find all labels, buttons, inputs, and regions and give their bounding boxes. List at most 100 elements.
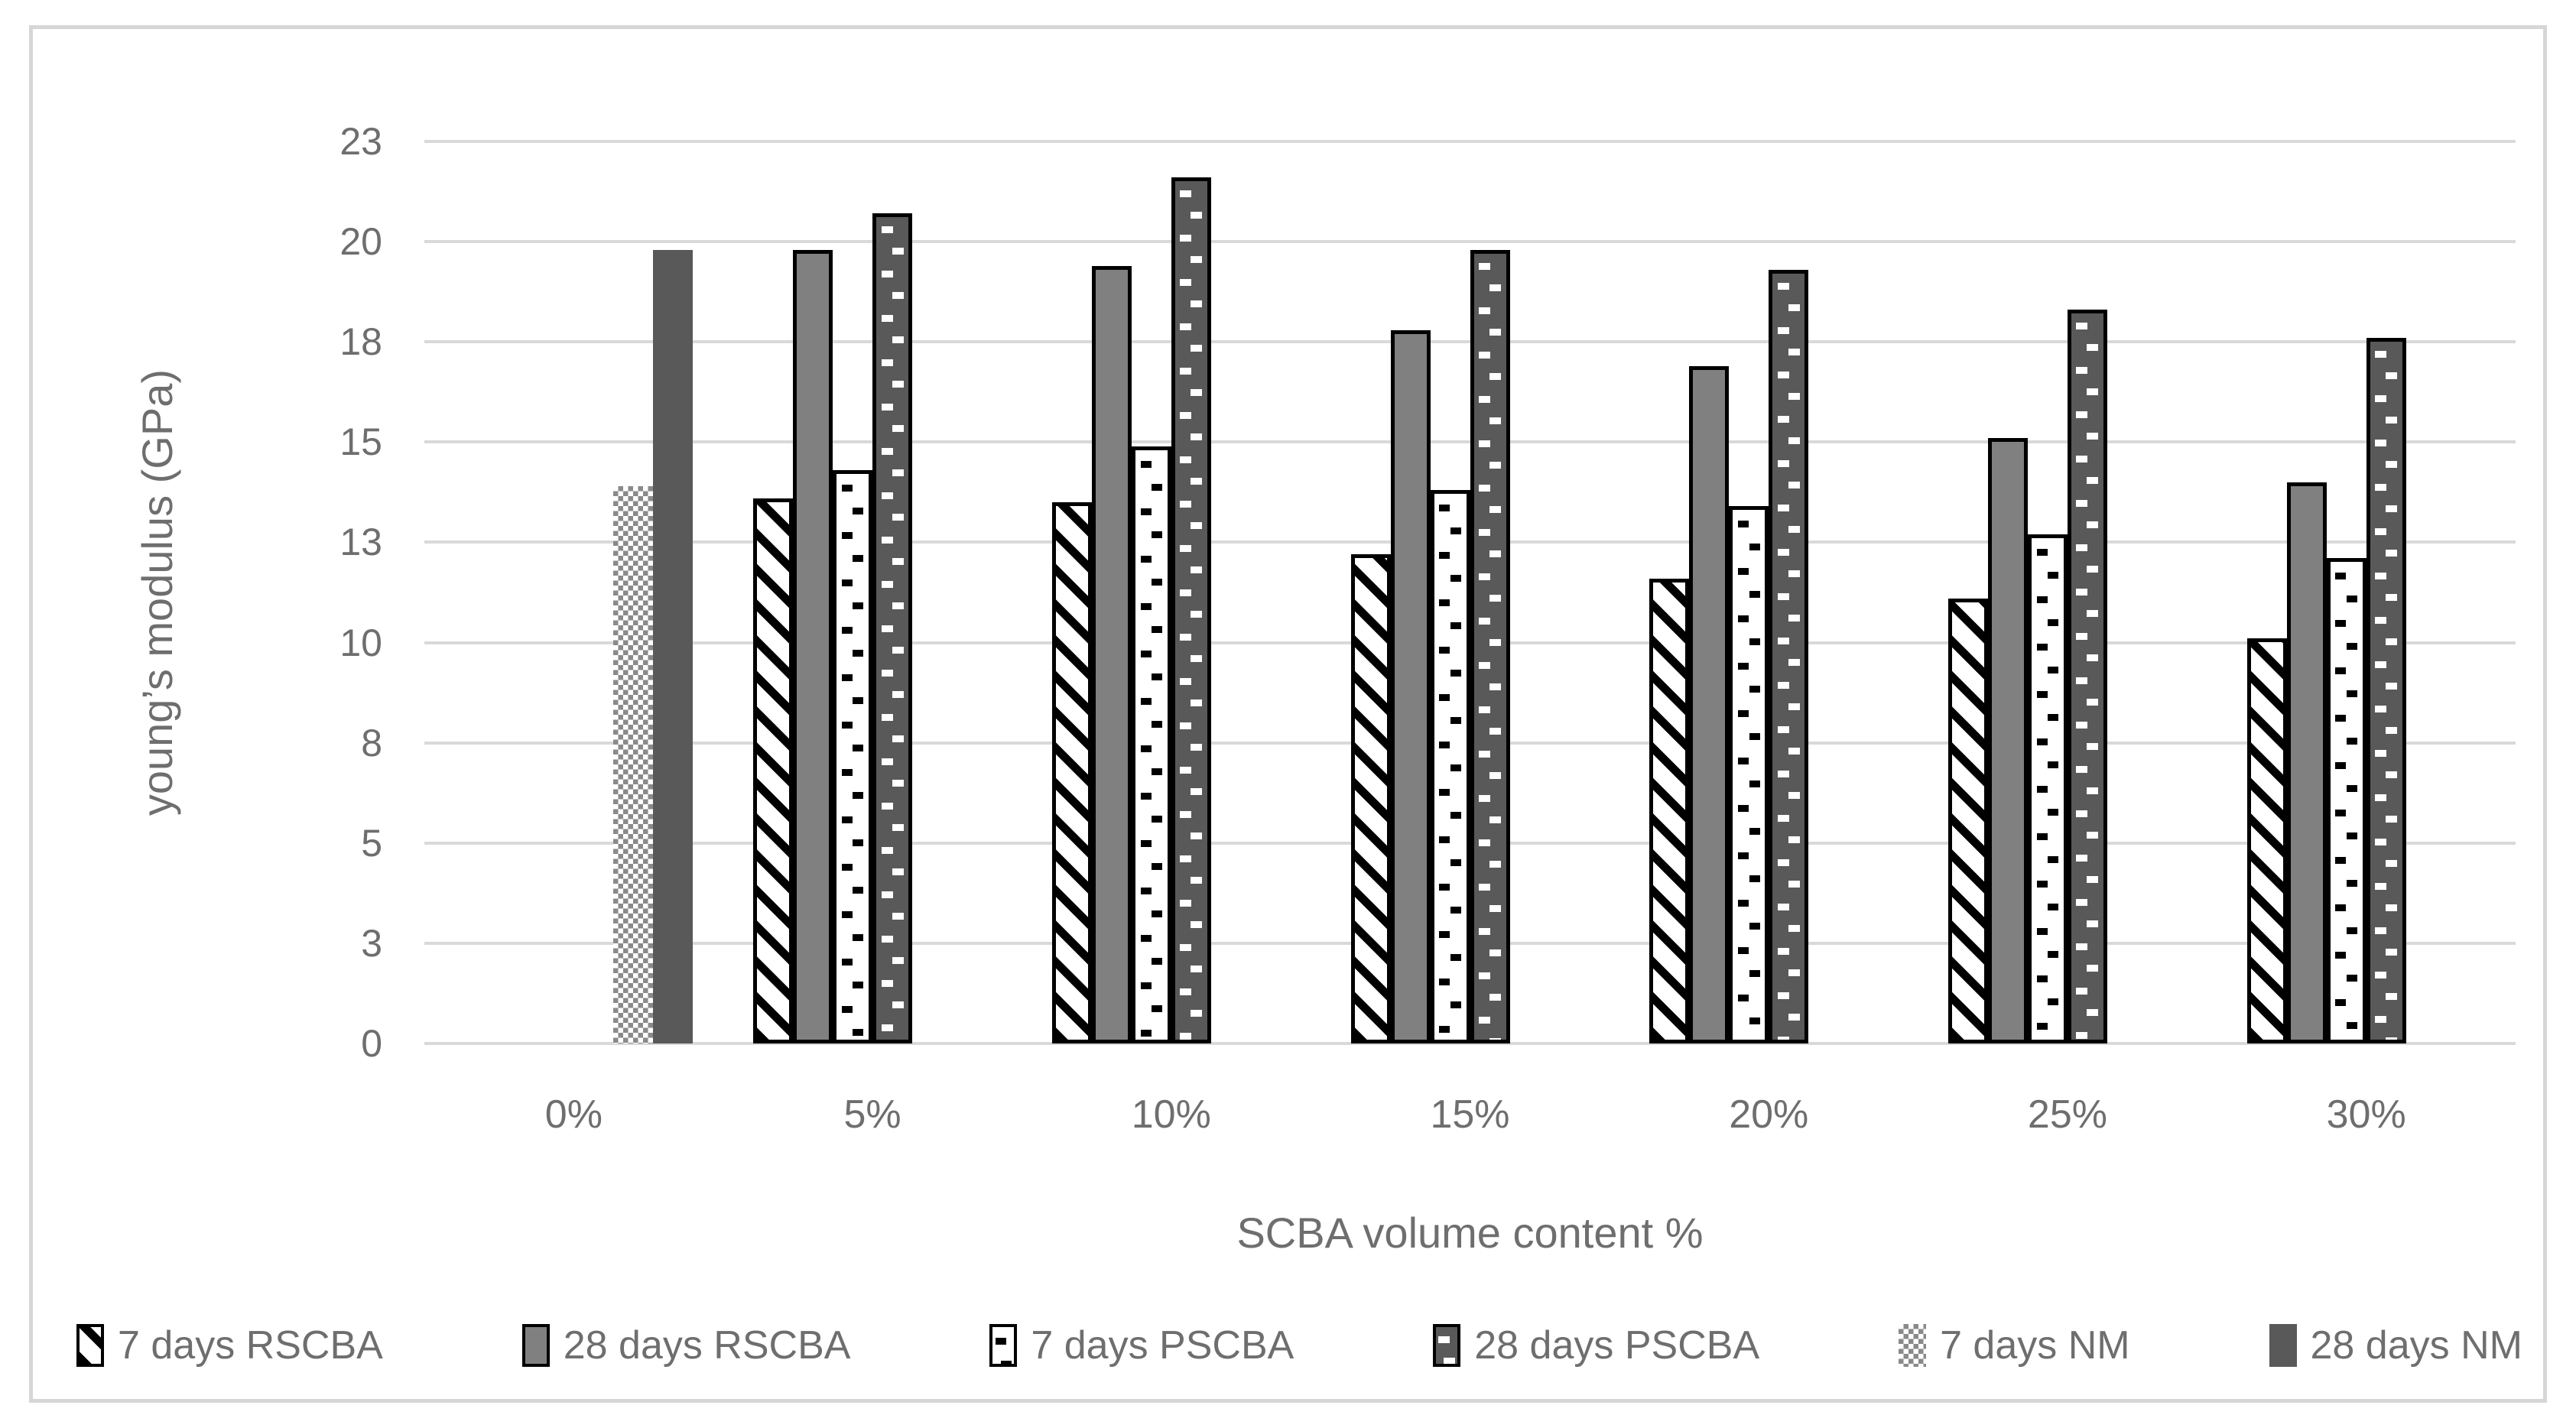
x-tick-label-0%: 0%	[544, 1092, 603, 1137]
bar-28-days-pscba-30%	[2366, 337, 2406, 1043]
bar-slot	[833, 141, 873, 1043]
y-tick-label: 15	[339, 420, 382, 464]
bar-7-days-pscba-30%	[2326, 558, 2366, 1043]
bar-slot	[1550, 141, 1590, 1043]
chart-frame	[29, 25, 2547, 1403]
bar-7-days-rscba-5%	[753, 498, 794, 1043]
bar-28-days-rscba-20%	[1689, 365, 1730, 1043]
y-tick-label: 0	[361, 1022, 382, 1065]
legend-item-28-days-rscba: 28 days RSCBA	[521, 1323, 851, 1368]
bar-7-days-rscba-25%	[1947, 598, 1988, 1043]
bar-slot	[912, 141, 952, 1043]
y-axis-title: young’s modulus (GPa)	[126, 141, 187, 1043]
gridline	[424, 340, 2516, 344]
gridline	[424, 1042, 2516, 1045]
legend-swatch-checker-icon	[1899, 1323, 1927, 1367]
gridline	[424, 140, 2516, 143]
x-axis-labels: 0% 5% 10% 15% 20% 25% 30%	[424, 1092, 2516, 1138]
y-tick-label: 10	[339, 621, 382, 664]
legend-swatch-solid-gray-icon	[521, 1323, 550, 1367]
bar-slot	[2406, 141, 2446, 1043]
x-tick-label-15%: 15%	[1430, 1092, 1510, 1137]
y-tick-label: 13	[339, 521, 382, 564]
bar-group-5%	[723, 141, 1022, 1043]
bar-slot	[1947, 141, 1988, 1043]
bar-slot	[1848, 141, 1888, 1043]
bar-28-days-pscba-5%	[872, 213, 913, 1043]
legend-item-28-days-pscba: 28 days PSCBA	[1433, 1323, 1759, 1368]
bar-7-days-pscba-10%	[1131, 446, 1171, 1043]
bar-slot	[2446, 141, 2486, 1043]
bar-slot	[1091, 141, 1132, 1043]
bar-28-days-nm-0%	[653, 249, 694, 1043]
bar-slot	[1051, 141, 1092, 1043]
bar-slot	[2366, 141, 2406, 1043]
y-tick-label: 23	[339, 120, 382, 163]
gridline	[424, 240, 2516, 244]
legend-swatch-dark-dots-icon	[1433, 1323, 1461, 1367]
bar-slot	[2326, 141, 2366, 1043]
legend-swatch-white-dots-icon	[989, 1323, 1018, 1367]
y-tick-label: 8	[361, 721, 382, 764]
bar-7-days-pscba-25%	[2027, 534, 2068, 1043]
bar-7-days-nm-0%	[613, 486, 654, 1043]
bar-slot	[1808, 141, 1848, 1043]
bar-slot	[872, 141, 913, 1043]
plot-area	[424, 140, 2516, 1045]
legend: 7 days RSCBA 28 days RSCBA 7 days PSCBA 28 …	[76, 1309, 2522, 1381]
bar-slot	[1350, 141, 1391, 1043]
bar-7-days-pscba-15%	[1430, 490, 1470, 1043]
bar-slot	[1769, 141, 1809, 1043]
y-tick-label: 18	[339, 320, 382, 364]
x-tick-label-5%: 5%	[843, 1092, 901, 1137]
bar-28-days-pscba-10%	[1171, 177, 1211, 1043]
bar-group-25%	[1918, 141, 2217, 1043]
legend-swatch-solid-dark-icon	[2269, 1323, 2297, 1367]
bar-slot	[1211, 141, 1251, 1043]
legend-label: 28 days RSCBA	[563, 1323, 851, 1368]
bar-slot	[1649, 141, 1690, 1043]
y-tick-label: 5	[361, 821, 382, 865]
bar-7-days-rscba-30%	[2246, 638, 2287, 1043]
legend-label: 7 days NM	[1940, 1323, 2130, 1368]
legend-item-28-days-nm: 28 days NM	[2269, 1323, 2522, 1368]
bar-slot	[2027, 141, 2068, 1043]
bar-28-days-pscba-20%	[1769, 269, 1809, 1043]
bar-group-10%	[1022, 141, 1320, 1043]
bar-7-days-pscba-20%	[1729, 506, 1769, 1043]
x-tick-label-10%: 10%	[1131, 1092, 1211, 1137]
bar-slot	[454, 141, 494, 1043]
y-axis-ticks: 0 3 5 8 10 13 15 18 20 23	[229, 122, 382, 1063]
bar-slot	[653, 141, 694, 1043]
y-tick-label: 3	[361, 921, 382, 965]
bar-slot	[534, 141, 573, 1043]
bar-slot	[1171, 141, 1211, 1043]
legend-label: 28 days NM	[2310, 1323, 2522, 1368]
x-tick-label-25%: 25%	[2027, 1092, 2107, 1137]
bar-7-days-rscba-15%	[1350, 554, 1391, 1043]
bar-slot	[494, 141, 534, 1043]
x-tick-label-20%: 20%	[1729, 1092, 1809, 1137]
bar-28-days-rscba-5%	[793, 249, 833, 1043]
bar-28-days-rscba-15%	[1390, 329, 1431, 1043]
legend-label: 28 days PSCBA	[1474, 1323, 1760, 1368]
bar-groups	[424, 141, 2516, 1043]
legend-item-7-days-nm: 7 days NM	[1899, 1323, 2130, 1368]
bar-group-20%	[1619, 141, 1918, 1043]
bar-slot	[753, 141, 794, 1043]
legend-label: 7 days RSCBA	[118, 1323, 383, 1368]
gridline	[424, 440, 2516, 444]
bar-slot	[952, 141, 992, 1043]
bar-slot	[1987, 141, 2028, 1043]
bar-slot	[2107, 141, 2147, 1043]
bar-slot	[573, 141, 613, 1043]
bar-slot	[793, 141, 833, 1043]
bar-slot	[1251, 141, 1291, 1043]
bar-7-days-rscba-10%	[1051, 502, 1092, 1043]
bar-28-days-pscba-25%	[2067, 310, 2107, 1043]
bar-slot	[2246, 141, 2287, 1043]
legend-label: 7 days PSCBA	[1031, 1323, 1294, 1368]
bar-7-days-pscba-5%	[833, 470, 873, 1043]
y-tick-label: 20	[339, 220, 382, 264]
